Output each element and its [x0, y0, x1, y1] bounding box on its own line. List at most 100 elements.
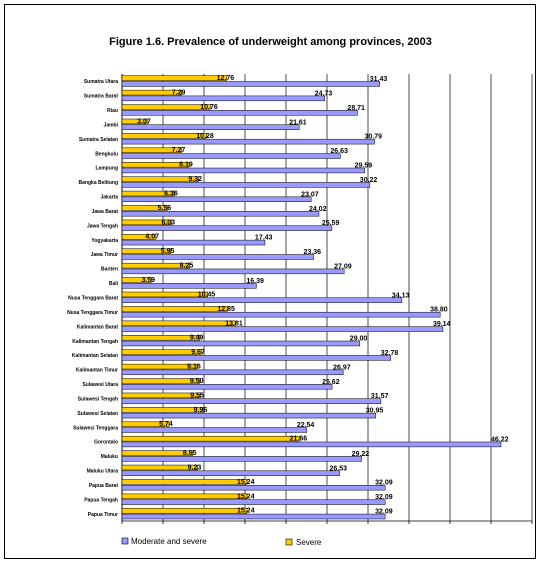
data-label-moderate-and-severe: 28.71: [347, 105, 365, 112]
data-label-severe: 13.81: [225, 320, 243, 327]
bar-moderate-and-severe: [121, 484, 386, 491]
data-label-moderate-and-severe: 26.97: [333, 364, 351, 371]
bar-moderate-and-severe: [121, 326, 444, 332]
category-labels: Sumatra Utara Sumatra Barat Riau Jambi Sumat…: [67, 79, 119, 518]
bar-severe: [121, 435, 300, 442]
data-label-severe: 4.07: [145, 234, 159, 241]
data-label-severe: 3.07: [137, 118, 151, 125]
bar-severe: [121, 277, 152, 283]
category-label: Maluku: [101, 454, 118, 460]
category-label: Maluku Utara: [87, 469, 119, 475]
data-label-moderate-and-severe: 23.36: [304, 249, 322, 256]
bar-moderate-and-severe: [121, 283, 257, 289]
category-label: Sulawesi Tenggara: [73, 425, 118, 431]
data-label-moderate-and-severe: 31.43: [370, 76, 388, 83]
bar-severe: [121, 262, 190, 269]
data-label-moderate-and-severe: 27.09: [334, 263, 352, 270]
bar-moderate-and-severe: [121, 499, 386, 505]
category-label: Lampung: [96, 166, 119, 172]
bar-severe: [121, 161, 190, 168]
category-label: Nusa Tenggara Timur: [67, 310, 118, 316]
category-label: Sulawesi Utara: [82, 382, 118, 388]
data-label-severe: 9.50: [190, 378, 204, 385]
data-label-moderate-and-severe: 29.59: [355, 163, 373, 170]
legend-swatch-severe: [285, 538, 293, 546]
data-label-severe: 9.67: [191, 349, 205, 356]
data-label-severe: 15.24: [237, 479, 255, 486]
bar-severe: [121, 291, 208, 298]
category-label: Bengkulu: [95, 151, 118, 157]
data-label-moderate-and-severe: 16.39: [246, 278, 264, 285]
bar-moderate-and-severe: [121, 369, 344, 376]
data-label-severe: 6.03: [161, 219, 175, 226]
data-label-severe: 6.36: [164, 190, 178, 197]
bar-moderate-and-severe: [121, 297, 403, 303]
category-label: Sumatra Selatan: [79, 137, 118, 143]
bar-severe: [121, 479, 248, 485]
bar-moderate-and-severe: [121, 456, 362, 462]
data-label-severe: 12.85: [217, 306, 235, 313]
category-label: Bali: [109, 281, 119, 287]
bar-moderate-and-severe: [121, 513, 386, 520]
bar-moderate-and-severe: [121, 110, 358, 116]
data-label-moderate-and-severe: 46.22: [491, 436, 509, 443]
bar-severe: [121, 493, 248, 500]
category-label: Papua Tengah: [84, 497, 118, 503]
bar-moderate-and-severe: [121, 311, 441, 318]
data-label-severe: 9.32: [188, 176, 202, 183]
data-label-severe: 10.45: [198, 291, 216, 298]
legend-label-moderate-and-severe: Moderate and severe: [131, 537, 207, 546]
category-label: Papua Barat: [89, 483, 119, 489]
data-label-severe: 7.27: [172, 147, 186, 154]
bar-moderate-and-severe: [121, 153, 341, 159]
bar-severe: [121, 450, 194, 456]
category-label: Kalimantan Timur: [76, 368, 118, 374]
bar-severe: [121, 234, 156, 240]
category-label: Sumatra Barat: [84, 94, 119, 100]
data-label-moderate-and-severe: 32.09: [375, 480, 393, 487]
data-label-severe: 15.24: [237, 508, 255, 515]
data-label-moderate-and-severe: 23.07: [301, 191, 319, 198]
data-label-moderate-and-severe: 38.80: [430, 307, 448, 314]
category-label: Papua Timur: [88, 512, 118, 518]
bar-severe: [121, 306, 228, 312]
bar-severe: [121, 89, 183, 96]
data-label-moderate-and-severe: 34.13: [392, 292, 410, 299]
category-label: Jambi: [104, 122, 119, 128]
data-label-severe: 21.66: [290, 436, 308, 443]
data-label-severe: 15.24: [237, 493, 255, 500]
category-label: Gorontalo: [94, 440, 118, 446]
data-label-moderate-and-severe: 26.63: [330, 148, 348, 155]
data-label-moderate-and-severe: 26.53: [330, 465, 348, 472]
category-label: Sulawesi Selatan: [77, 411, 118, 417]
data-label-moderate-and-severe: 21.61: [289, 119, 307, 126]
bar-moderate-and-severe: [121, 239, 266, 246]
bar-moderate-and-severe: [121, 268, 345, 275]
data-label-severe: 8.25: [180, 263, 194, 270]
category-label: Sulawesi Tengah: [78, 396, 118, 402]
category-label: Kalimantan Tengah: [72, 339, 118, 345]
data-label-moderate-and-severe: 30.79: [364, 134, 382, 141]
bar-severe: [121, 378, 201, 384]
bar-severe: [121, 104, 211, 110]
bar-moderate-and-severe: [121, 124, 300, 130]
bar-moderate-and-severe: [121, 398, 382, 404]
data-label-moderate-and-severe: 32.78: [381, 350, 399, 357]
bar-severe: [121, 176, 199, 182]
bar-moderate-and-severe: [121, 355, 392, 361]
category-label: Kalimantan Selatan: [72, 353, 118, 359]
category-label: Sumatra Utara: [84, 79, 118, 85]
bar-moderate-and-severe: [121, 470, 340, 476]
bar-severe: [121, 320, 236, 327]
data-label-severe: 5.95: [161, 248, 175, 255]
bar-moderate-and-severe: [121, 254, 314, 260]
bar-severe: [121, 118, 148, 125]
data-label-severe: 12.76: [217, 75, 235, 82]
data-label-severe: 10.76: [200, 104, 218, 111]
data-label-moderate-and-severe: 32.09: [375, 494, 393, 501]
bar-moderate-and-severe: [121, 225, 333, 231]
data-label-severe: 7.29: [172, 90, 186, 97]
bar-severe: [121, 349, 202, 355]
value-axis: [121, 520, 533, 524]
chart-frame: [4, 4, 536, 559]
